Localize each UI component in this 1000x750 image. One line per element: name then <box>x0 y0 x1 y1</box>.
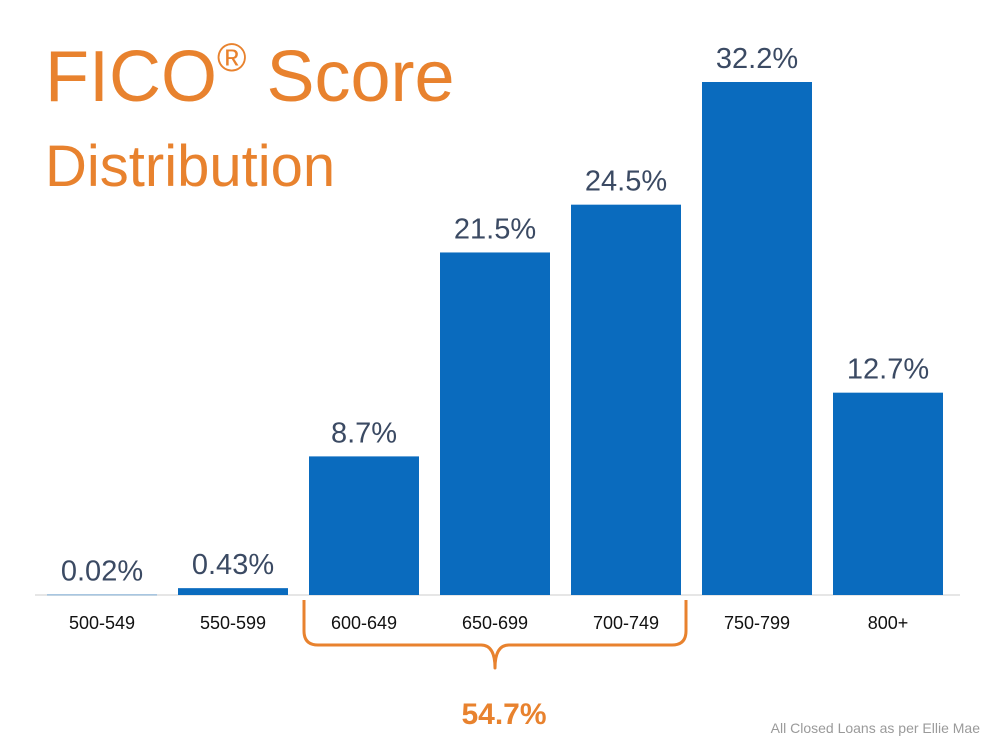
bracket-shape <box>302 600 688 670</box>
bar <box>833 392 943 595</box>
x-tick-label: 700-749 <box>593 613 659 633</box>
bar-value-label: 0.02% <box>61 556 143 588</box>
chart-subtitle: Distribution <box>45 134 336 199</box>
source-footnote: All Closed Loans as per Ellie Mae <box>770 720 980 736</box>
x-tick-label: 800+ <box>868 613 909 633</box>
x-tick-label: 650-699 <box>462 613 528 633</box>
bar-value-label: 32.2% <box>716 43 798 75</box>
bar <box>571 204 681 595</box>
registered-mark: ® <box>216 36 247 80</box>
x-tick-label: 500-549 <box>69 613 135 633</box>
bar-value-label: 24.5% <box>585 166 667 198</box>
bar <box>47 594 157 596</box>
bar <box>309 456 419 595</box>
bar-value-label: 12.7% <box>847 354 929 386</box>
bar <box>178 588 288 595</box>
bracket-total-label: 54.7% <box>461 698 547 731</box>
bar <box>702 82 812 595</box>
bar-value-label: 21.5% <box>454 213 536 245</box>
x-tick-label: 750-799 <box>724 613 790 633</box>
bar-value-label: 8.7% <box>331 417 397 449</box>
bar <box>440 252 550 596</box>
bar-value-label: 0.43% <box>192 549 274 581</box>
x-tick-label: 600-649 <box>331 613 397 633</box>
x-tick-label: 550-599 <box>200 613 266 633</box>
chart-title: FICO® Score <box>45 36 455 117</box>
